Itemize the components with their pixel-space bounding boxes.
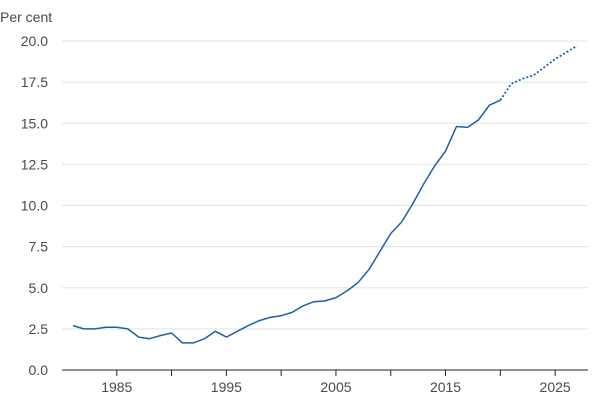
x-axis-ticks: 1985 1995 2005 2015 2025 [101, 370, 571, 395]
y-tick-label: 12.5 [21, 156, 48, 172]
x-tick-label: 1985 [101, 379, 132, 395]
y-tick-label: 0.0 [29, 362, 49, 378]
y-tick-label: 7.5 [29, 239, 49, 255]
x-tick-label: 1995 [211, 379, 242, 395]
y-axis-ticks: 0.0 2.5 5.0 7.5 10.0 12.5 15.0 17.5 20.0 [21, 33, 48, 378]
x-tick-label: 2005 [320, 379, 351, 395]
y-tick-label: 5.0 [29, 280, 49, 296]
y-tick-label: 15.0 [21, 115, 48, 131]
x-tick-label: 2015 [430, 379, 461, 395]
actual-line [72, 99, 501, 344]
projection-line [499, 45, 578, 101]
y-tick-label: 2.5 [29, 321, 49, 337]
gridlines [62, 40, 588, 330]
y-tick-label: 17.5 [21, 74, 48, 90]
y-axis-unit-label: Per cent [0, 9, 52, 25]
series-lines [72, 45, 578, 344]
y-tick-label: 10.0 [21, 198, 48, 214]
x-tick-label: 2025 [540, 379, 571, 395]
y-tick-label: 20.0 [21, 33, 48, 49]
